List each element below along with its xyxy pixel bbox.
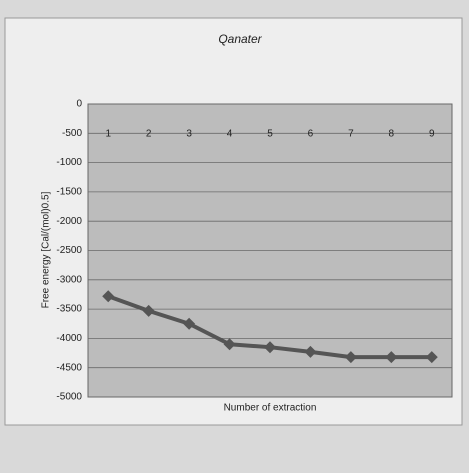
- x-tick-label: 7: [348, 129, 354, 140]
- x-tick-label: 8: [389, 129, 395, 140]
- y-tick-label: -1000: [56, 157, 82, 168]
- y-tick-label: -3500: [56, 304, 82, 315]
- y-tick-label: 0: [76, 99, 82, 110]
- y-tick-label: -4000: [56, 333, 82, 344]
- y-tick-label: -4500: [56, 362, 82, 373]
- x-axis-label: Number of extraction: [224, 403, 317, 414]
- x-tick-label: 6: [308, 129, 314, 140]
- data-point: [304, 345, 317, 358]
- x-tick-label: 1: [105, 129, 111, 140]
- data-point: [183, 317, 196, 330]
- y-tick-label: -2000: [56, 216, 82, 227]
- data-point: [102, 290, 115, 303]
- chart-title: Qanater: [218, 32, 262, 46]
- y-tick-label: -500: [62, 128, 82, 139]
- y-tick-label: -5000: [56, 392, 82, 403]
- x-tick-label: 9: [429, 129, 435, 140]
- data-point: [264, 341, 276, 354]
- y-axis-label: Free energy [Cal/(mol)0.5]: [41, 191, 52, 308]
- x-tick-label: 3: [186, 129, 192, 140]
- data-point: [344, 351, 357, 364]
- x-tick-label: 5: [267, 129, 273, 140]
- data-point: [142, 304, 155, 317]
- x-tick-label: 2: [146, 129, 152, 140]
- x-tick-label: 4: [227, 129, 233, 140]
- data-point: [425, 351, 438, 364]
- data-point: [223, 338, 236, 351]
- data-point: [385, 351, 398, 364]
- y-tick-label: -2500: [56, 245, 82, 256]
- y-tick-label: -1500: [56, 187, 82, 198]
- y-tick-label: -3000: [56, 274, 82, 285]
